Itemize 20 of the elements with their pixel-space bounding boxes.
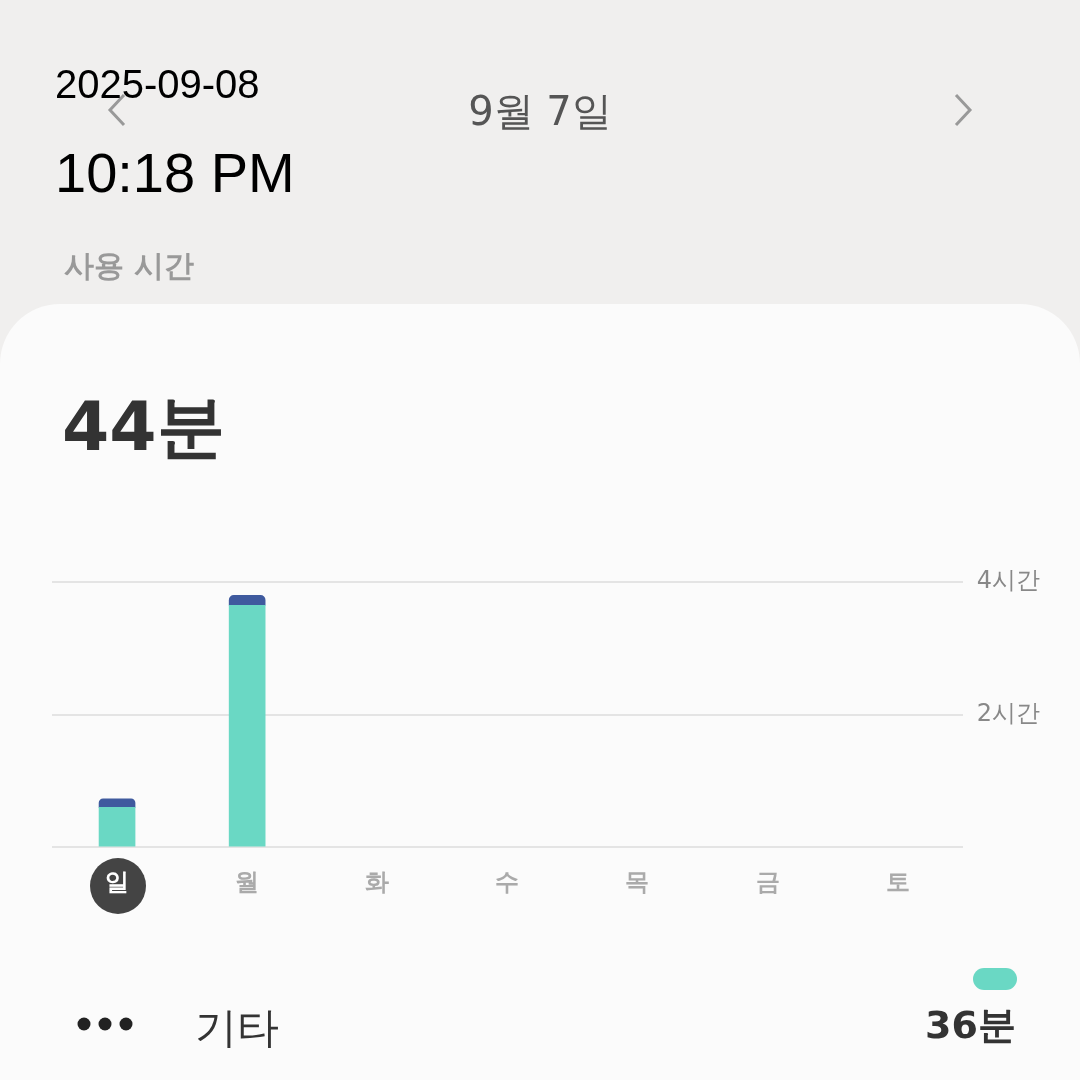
text: 44분 xyxy=(62,386,225,468)
text: 2025-09-08 xyxy=(55,62,260,107)
chart-subtitle: 사용 시간 xyxy=(64,247,195,285)
x-tick-label: 일 xyxy=(105,867,130,896)
x-tick-label: 토 xyxy=(885,867,910,896)
x-tick-label: 월 xyxy=(235,867,260,896)
x-tick-label: 목 xyxy=(625,867,650,896)
x-tick-label: 수 xyxy=(495,867,520,896)
chart-title: 9월 7일 xyxy=(468,88,612,134)
bar xyxy=(228,594,266,606)
text: 36분 xyxy=(925,1002,1016,1049)
x-tick-label: 화 xyxy=(365,867,390,896)
y-tick-label: 4시간 xyxy=(976,566,1041,595)
bar xyxy=(98,807,136,847)
text: 기타 xyxy=(195,1002,279,1054)
bar xyxy=(228,604,266,847)
y-tick-label: 2시간 xyxy=(976,698,1041,727)
x-tick-label: 금 xyxy=(755,867,780,896)
bar xyxy=(98,798,136,808)
text: 10:18 PM xyxy=(55,140,295,205)
